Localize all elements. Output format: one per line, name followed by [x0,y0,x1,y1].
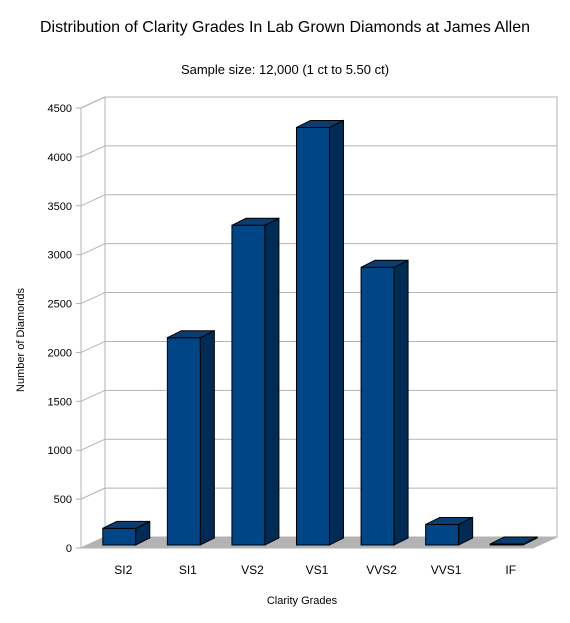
y-tick-label: 1500 [48,396,72,408]
x-axis-label: Clarity Grades [267,595,338,607]
x-tick-label: SI2 [114,563,132,577]
x-tick-label: VVS1 [431,563,462,577]
bar-front [102,527,137,546]
gridline-side [80,487,106,500]
bar-side [199,329,215,546]
bar-side [393,259,409,546]
y-tick-label: 2500 [48,299,72,311]
gridline-side [80,389,106,402]
bar-top [296,119,344,128]
gridline-side [80,194,106,207]
x-tick-label: VS2 [241,563,264,577]
bar [360,259,409,546]
bar [102,520,151,546]
bar-top [360,259,409,268]
bar-top [489,536,538,545]
bar-front [296,126,330,546]
gridline-side [80,292,106,305]
y-tick-label: 500 [54,494,72,506]
y-tick-label: 4500 [48,103,72,115]
chart-title: Distribution of Clarity Grades In Lab Gr… [40,19,530,36]
bar-front [360,266,395,546]
bar [231,217,280,546]
bar [489,536,538,546]
y-tick-label: 3000 [48,250,72,262]
bar [166,329,215,546]
gridline-side [80,438,106,451]
bar-front [166,337,201,546]
bar-top [102,520,151,529]
chart-subtitle: Sample size: 12,000 (1 ct to 5.50 ct) [180,62,390,77]
bar [296,119,344,546]
y-tick-label: 2000 [48,347,72,359]
x-tick-label: IF [505,563,516,577]
left-wall [80,96,106,549]
y-axis-tick-labels: 0 500 1000 1500 2000 2500 3000 3500 4000 4500 [48,103,72,555]
bars [102,119,538,546]
bar-side [264,217,280,546]
bar [425,516,474,546]
gridline-side [80,340,106,353]
x-tick-label: SI1 [179,563,197,577]
bar-top [231,217,280,226]
x-axis-tick-labels: SI2 SI1 VS2 VS1 VVS2 VVS1 IF [114,563,516,577]
y-tick-label: 4000 [48,152,72,164]
x-tick-label: VS1 [306,563,329,577]
bar-front [231,224,266,546]
y-axis-label: Number of Diamonds [15,288,27,392]
gridline-side [80,96,106,109]
bar-front [425,523,460,546]
bar-top [425,516,473,525]
gridline-side [80,145,106,158]
x-tick-label: VVS2 [366,563,397,577]
y-tick-label: 1000 [48,445,72,457]
bar-top [167,330,215,339]
y-tick-label: 0 [66,543,72,555]
y-tick-label: 3500 [48,201,72,213]
bar-side [329,119,344,546]
gridline-side [80,243,106,256]
